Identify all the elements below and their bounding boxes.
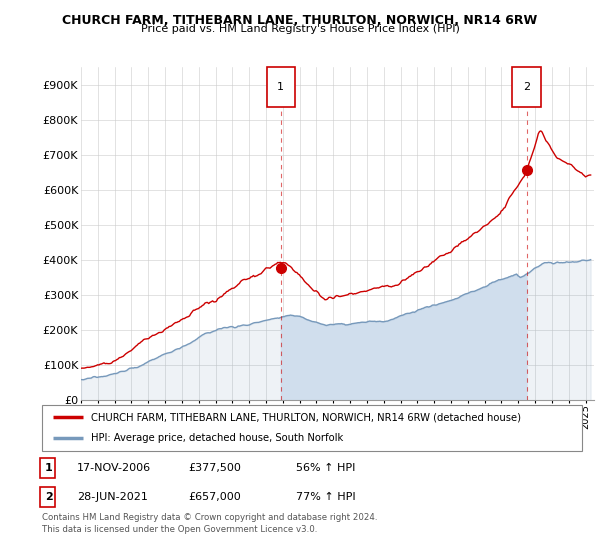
- Text: 77% ↑ HPI: 77% ↑ HPI: [296, 492, 355, 502]
- Text: 28-JUN-2021: 28-JUN-2021: [77, 492, 148, 502]
- FancyBboxPatch shape: [40, 458, 55, 478]
- Text: Price paid vs. HM Land Registry's House Price Index (HPI): Price paid vs. HM Land Registry's House …: [140, 24, 460, 34]
- Text: Contains HM Land Registry data © Crown copyright and database right 2024.: Contains HM Land Registry data © Crown c…: [42, 513, 377, 522]
- Text: 56% ↑ HPI: 56% ↑ HPI: [296, 463, 355, 473]
- Text: 1: 1: [277, 82, 284, 92]
- FancyBboxPatch shape: [42, 405, 582, 451]
- Text: 2: 2: [523, 82, 530, 92]
- Text: 1: 1: [45, 463, 53, 473]
- Text: £377,500: £377,500: [188, 463, 241, 473]
- FancyBboxPatch shape: [40, 487, 55, 507]
- Text: HPI: Average price, detached house, South Norfolk: HPI: Average price, detached house, Sout…: [91, 433, 343, 444]
- Text: 2: 2: [45, 492, 53, 502]
- FancyBboxPatch shape: [267, 67, 295, 107]
- FancyBboxPatch shape: [512, 67, 541, 107]
- Text: CHURCH FARM, TITHEBARN LANE, THURLTON, NORWICH, NR14 6RW: CHURCH FARM, TITHEBARN LANE, THURLTON, N…: [62, 14, 538, 27]
- Text: 17-NOV-2006: 17-NOV-2006: [77, 463, 151, 473]
- Text: This data is licensed under the Open Government Licence v3.0.: This data is licensed under the Open Gov…: [42, 525, 317, 534]
- Text: CHURCH FARM, TITHEBARN LANE, THURLTON, NORWICH, NR14 6RW (detached house): CHURCH FARM, TITHEBARN LANE, THURLTON, N…: [91, 412, 521, 422]
- Text: £657,000: £657,000: [188, 492, 241, 502]
